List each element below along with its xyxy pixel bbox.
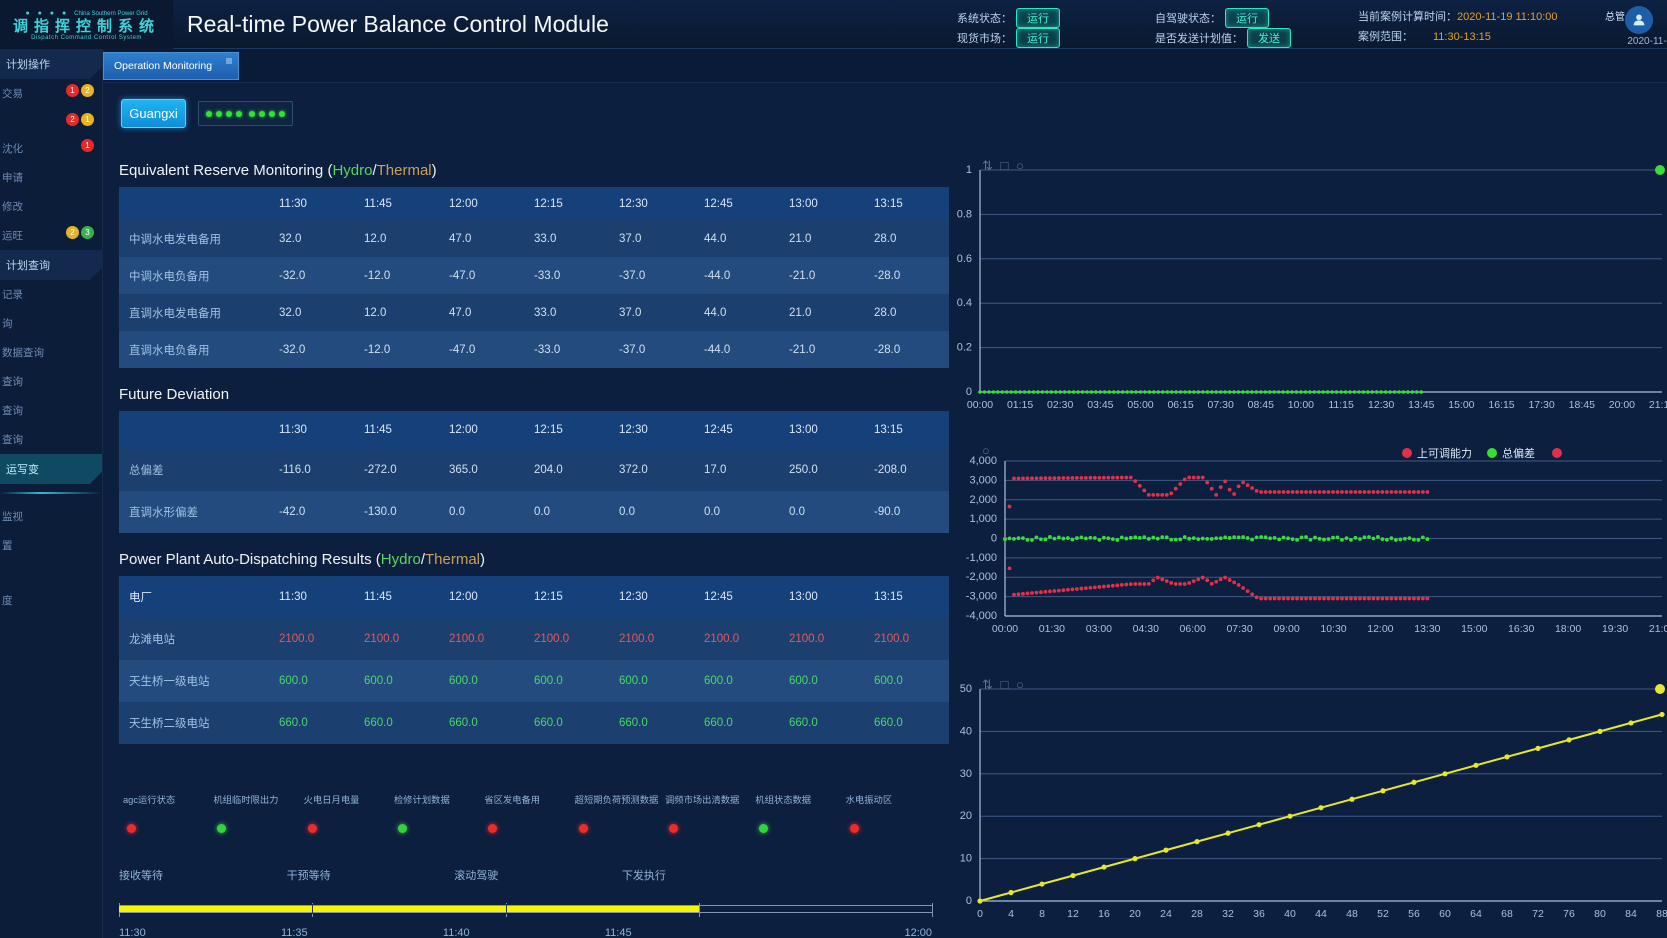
svg-text:18:00: 18:00 — [1555, 623, 1581, 635]
svg-text:07:30: 07:30 — [1226, 623, 1252, 635]
svg-text:-1,000: -1,000 — [966, 552, 997, 564]
svg-text:02:30: 02:30 — [1047, 399, 1073, 411]
svg-text:16:30: 16:30 — [1508, 623, 1534, 635]
svg-text:50: 50 — [960, 683, 972, 695]
svg-text:11:15: 11:15 — [1328, 399, 1354, 411]
svg-text:0: 0 — [977, 908, 983, 920]
svg-text:13:45: 13:45 — [1408, 399, 1434, 411]
svg-text:07:30: 07:30 — [1208, 399, 1234, 411]
svg-text:12: 12 — [1067, 908, 1079, 920]
svg-text:4: 4 — [1008, 908, 1014, 920]
svg-text:3,000: 3,000 — [969, 474, 997, 486]
svg-text:00:00: 00:00 — [967, 399, 993, 411]
svg-text:15:00: 15:00 — [1461, 623, 1487, 635]
svg-text:20:00: 20:00 — [1609, 399, 1635, 411]
svg-text:-2,000: -2,000 — [966, 571, 997, 583]
svg-text:06:00: 06:00 — [1180, 623, 1206, 635]
svg-text:10:30: 10:30 — [1320, 623, 1346, 635]
svg-text:2,000: 2,000 — [969, 494, 997, 506]
svg-text:72: 72 — [1532, 908, 1544, 920]
svg-text:52: 52 — [1377, 908, 1389, 920]
svg-text:0.2: 0.2 — [957, 342, 972, 354]
svg-text:0.6: 0.6 — [957, 253, 972, 265]
svg-text:09:00: 09:00 — [1273, 623, 1299, 635]
svg-text:16: 16 — [1098, 908, 1110, 920]
svg-text:16:15: 16:15 — [1488, 399, 1514, 411]
svg-text:-3,000: -3,000 — [966, 591, 997, 603]
svg-text:00:00: 00:00 — [992, 623, 1018, 635]
svg-text:20: 20 — [1129, 908, 1141, 920]
svg-text:10: 10 — [960, 853, 972, 865]
svg-text:1,000: 1,000 — [969, 513, 997, 525]
svg-text:84: 84 — [1625, 908, 1637, 920]
svg-text:06:15: 06:15 — [1167, 399, 1193, 411]
svg-text:60: 60 — [1439, 908, 1451, 920]
svg-text:68: 68 — [1501, 908, 1513, 920]
svg-text:15:00: 15:00 — [1448, 399, 1474, 411]
svg-text:21:00: 21:00 — [1649, 623, 1667, 635]
svg-text:10:00: 10:00 — [1288, 399, 1314, 411]
svg-text:13:30: 13:30 — [1414, 623, 1440, 635]
svg-text:08:45: 08:45 — [1248, 399, 1274, 411]
svg-text:01:30: 01:30 — [1039, 623, 1065, 635]
svg-text:05:00: 05:00 — [1127, 399, 1153, 411]
svg-text:1: 1 — [966, 164, 972, 176]
svg-text:0.8: 0.8 — [957, 208, 972, 220]
svg-text:40: 40 — [960, 725, 972, 737]
svg-text:12:00: 12:00 — [1367, 623, 1393, 635]
svg-text:28: 28 — [1191, 908, 1203, 920]
svg-text:18:45: 18:45 — [1569, 399, 1595, 411]
svg-text:48: 48 — [1346, 908, 1358, 920]
svg-text:32: 32 — [1222, 908, 1234, 920]
svg-text:30: 30 — [960, 768, 972, 780]
svg-text:64: 64 — [1470, 908, 1482, 920]
svg-text:17:30: 17:30 — [1528, 399, 1554, 411]
svg-text:19:30: 19:30 — [1602, 623, 1628, 635]
svg-text:0: 0 — [966, 386, 972, 398]
svg-text:36: 36 — [1253, 908, 1265, 920]
svg-text:03:00: 03:00 — [1086, 623, 1112, 635]
svg-text:44: 44 — [1315, 908, 1327, 920]
svg-text:80: 80 — [1594, 908, 1606, 920]
svg-text:上可调能力: 上可调能力 — [1417, 446, 1472, 460]
svg-text:20: 20 — [960, 810, 972, 822]
svg-text:03:45: 03:45 — [1087, 399, 1113, 411]
svg-text:0.4: 0.4 — [957, 297, 972, 309]
svg-text:总偏差: 总偏差 — [1502, 446, 1535, 460]
svg-text:-4,000: -4,000 — [966, 610, 997, 622]
svg-text:12:30: 12:30 — [1368, 399, 1394, 411]
svg-text:21:15: 21:15 — [1649, 399, 1667, 411]
svg-text:04:30: 04:30 — [1133, 623, 1159, 635]
svg-text:01:15: 01:15 — [1007, 399, 1033, 411]
svg-text:8: 8 — [1039, 908, 1045, 920]
svg-text:24: 24 — [1160, 908, 1172, 920]
svg-text:40: 40 — [1284, 908, 1296, 920]
svg-text:88: 88 — [1656, 908, 1667, 920]
svg-text:0: 0 — [966, 895, 972, 907]
svg-text:0: 0 — [991, 533, 997, 545]
svg-text:76: 76 — [1563, 908, 1575, 920]
svg-text:56: 56 — [1408, 908, 1420, 920]
